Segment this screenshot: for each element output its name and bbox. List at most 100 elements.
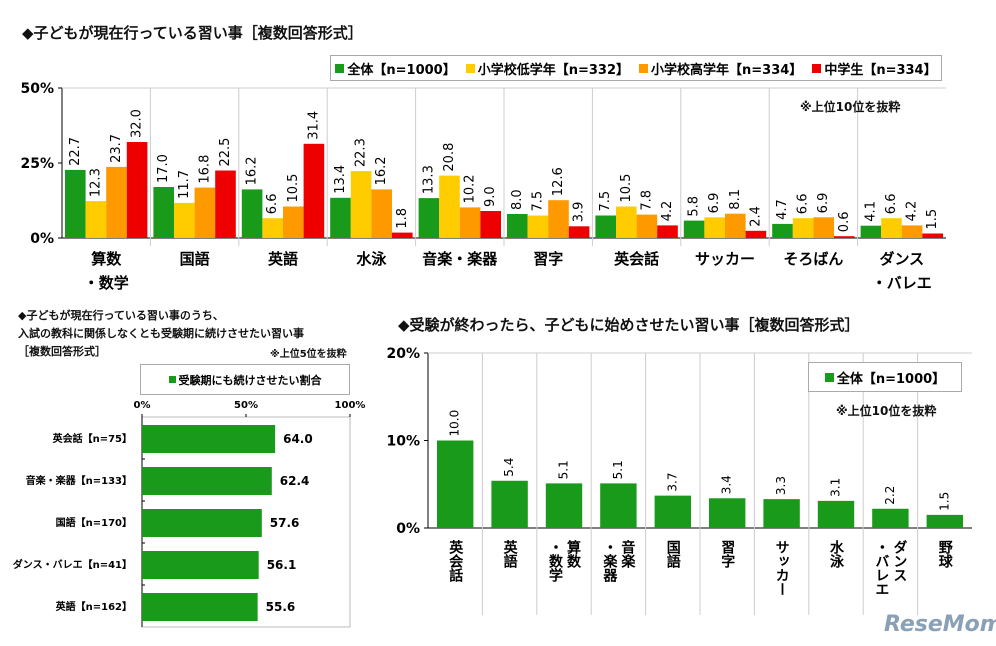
data-label: 57.6 — [270, 516, 300, 530]
data-label: 10.2 — [463, 174, 478, 203]
bar — [262, 218, 283, 238]
data-label: 13.4 — [333, 165, 348, 194]
category-label: 英会話 — [614, 250, 659, 268]
bar — [392, 232, 413, 238]
category-label: 算数 — [565, 539, 581, 569]
data-label: 3.9 — [572, 202, 587, 223]
legend-label: 小学校高学年【n=334】 — [651, 62, 803, 78]
bar — [371, 189, 392, 238]
data-label: 1.5 — [937, 492, 951, 511]
data-label: 3.4 — [720, 475, 734, 494]
bar — [350, 171, 372, 238]
category-label: 英会話【n=75】 — [52, 432, 132, 445]
data-label: 6.9 — [816, 193, 831, 214]
bar — [142, 467, 272, 495]
bar — [704, 217, 725, 238]
category-label: ダンス・バレエ【n=41】 — [13, 558, 132, 571]
data-label: 16.8 — [197, 155, 212, 184]
data-label: 4.2 — [905, 201, 920, 222]
category-label: そろばん — [783, 250, 843, 268]
category-label: 英語 — [268, 250, 298, 268]
chart2-note: ※上位5位を抜粋 — [270, 349, 347, 360]
bar — [926, 514, 963, 528]
bar — [792, 218, 814, 238]
y-tick-label: 20% — [386, 346, 420, 362]
data-label: 23.7 — [109, 134, 124, 163]
bar — [834, 236, 855, 238]
data-label: 13.3 — [421, 165, 436, 194]
category-label: 習字 — [719, 540, 735, 569]
bar — [142, 551, 259, 579]
data-label: 12.6 — [551, 167, 566, 196]
bar — [507, 214, 528, 238]
data-label: 0.6 — [837, 212, 852, 233]
chart2-title-line1: ◆子どもが現在行っている習い事のうち、 — [18, 309, 224, 322]
bar — [439, 175, 460, 238]
bar — [709, 498, 746, 528]
chart3-note: ※上位10位を抜粋 — [836, 404, 937, 418]
bar — [174, 202, 195, 238]
bar — [901, 225, 923, 238]
bar — [772, 223, 793, 238]
category-label: サッカー — [695, 250, 755, 268]
category-label: 国語 — [665, 540, 681, 569]
bar — [725, 213, 746, 238]
data-label: 6.9 — [707, 193, 722, 214]
data-label: 55.6 — [266, 600, 296, 614]
chart3-legend: 全体【n=1000】 — [808, 362, 962, 392]
bar — [437, 440, 474, 528]
data-label: 3.1 — [829, 478, 843, 497]
data-label: 12.3 — [88, 168, 103, 197]
data-label: 3.3 — [774, 476, 788, 495]
bar — [545, 483, 583, 528]
category-label: サッカー — [774, 540, 790, 596]
chart1-title: ◆子どもが現在行っている習い事［複数回答形式］ — [22, 24, 363, 42]
category-label: 水泳 — [828, 539, 844, 569]
category-label: 野球 — [937, 540, 953, 569]
data-label: 1.5 — [925, 209, 940, 230]
legend-label: 小学校低学年【n=332】 — [477, 62, 630, 78]
bar — [813, 217, 834, 238]
data-label: 9.0 — [483, 186, 498, 207]
data-label: 4.2 — [660, 201, 675, 222]
y-tick-label: 50% — [20, 81, 54, 97]
legend-label: 全体【n=1000】 — [347, 62, 456, 78]
category-label: 算数 — [91, 250, 122, 268]
y-tick-label: 0% — [396, 521, 420, 537]
data-label: 64.0 — [283, 432, 313, 446]
legend-item: 全体【n=1000】 — [824, 368, 945, 387]
chart3-title: ◆受験が終わったら、子どもに始めさせたい習い事［複数回答形式］ — [398, 316, 860, 334]
data-label: 6.6 — [796, 194, 811, 215]
bar — [153, 187, 174, 238]
legend-swatch — [335, 63, 345, 73]
bar — [418, 198, 440, 238]
data-label: 6.6 — [884, 194, 899, 215]
category-label: 国語 — [180, 250, 210, 268]
chart1-note: ※上位10位を抜粋 — [800, 100, 901, 114]
resemom-logo: ReseMom — [884, 612, 996, 637]
legend-item: 中学生【n=334】 — [812, 59, 937, 78]
data-label: 11.7 — [177, 170, 192, 199]
data-label: 5.4 — [502, 458, 516, 477]
bar — [241, 189, 263, 238]
bar — [657, 225, 678, 238]
legend-swatch — [465, 63, 475, 73]
data-label: 7.8 — [639, 190, 654, 211]
chart2-legend: 受験期にも続けさせたい割合 — [140, 364, 350, 395]
data-label: 8.0 — [510, 189, 525, 210]
category-label: ・数学 — [547, 540, 563, 583]
legend-label: 受験期にも続けさせたい割合 — [178, 373, 322, 387]
x-tick-label: 0% — [134, 400, 151, 411]
data-label: 16.2 — [374, 156, 389, 185]
bar — [683, 220, 705, 238]
bar — [745, 230, 767, 238]
bar — [303, 143, 325, 238]
data-label: 5.1 — [611, 460, 625, 479]
category-label: 音楽 — [619, 539, 636, 569]
category-label: ダンス — [879, 250, 924, 268]
data-label: 10.5 — [286, 174, 301, 203]
y-tick-label: 0% — [30, 231, 54, 247]
bar — [636, 214, 658, 238]
legend-swatch — [639, 63, 649, 73]
